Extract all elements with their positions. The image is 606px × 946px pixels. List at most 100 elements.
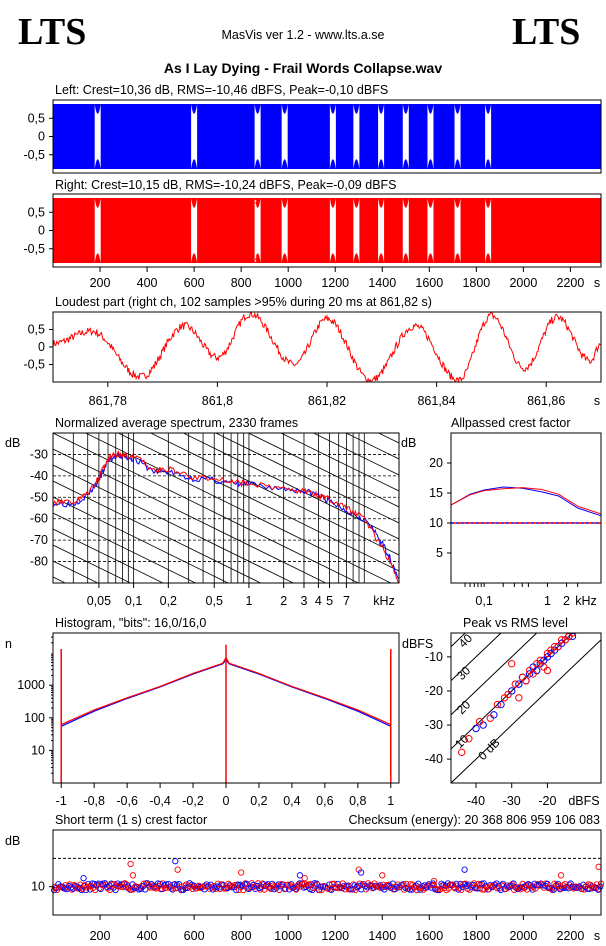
stcrest-point-blue	[597, 883, 604, 890]
right-waveform-gap-5	[353, 198, 360, 263]
hist-xlabel-7: 0,4	[283, 794, 300, 808]
peakrms-diag-label-4: 0 dB	[475, 736, 502, 763]
spectrum-slope-17	[53, 512, 197, 583]
stcrest-point-blue	[262, 882, 269, 890]
right-waveform-frame	[52, 193, 602, 268]
stcrest-point-red	[295, 881, 302, 888]
spectrum-ylabel-5: -80	[30, 555, 48, 569]
stcrest-frame	[52, 829, 602, 916]
peakrms-diag-label-3: 10	[452, 731, 472, 751]
stcrest-point-red	[472, 884, 480, 891]
hist-xlabel-5: 0	[223, 794, 230, 808]
loudest-frame	[52, 311, 602, 383]
hist-xlabel-9: 0,8	[349, 794, 366, 808]
peakrms-point-0-20	[472, 724, 480, 733]
peakrms-xlabel-2: -20	[538, 794, 556, 808]
stcrest-point-blue	[550, 886, 557, 893]
stcrest-outlier-9	[357, 869, 365, 876]
stcrest-points	[51, 858, 605, 894]
allpassed-crest-title: Allpassed crest factor	[451, 416, 571, 430]
stcrest-xlabel-0: 200	[90, 929, 111, 943]
spectrum-slope-15	[53, 480, 262, 583]
logo-right: LTS	[512, 11, 580, 53]
stcrest-point-red	[350, 881, 357, 888]
spectrum-slope-6	[247, 433, 399, 508]
right-waveform-gap-10	[485, 198, 492, 263]
left-waveform-gap-8	[427, 104, 434, 169]
stcrest-point-red	[66, 881, 73, 888]
crest-ylabel-0: 20	[429, 456, 443, 470]
peakrms-diag-4	[451, 639, 601, 783]
spectrum-xlabel-unit: kHz	[373, 594, 395, 608]
peakrms-ylabel-1: -20	[425, 684, 443, 698]
spectrum-series-1	[53, 450, 399, 583]
stcrest-point-blue	[154, 880, 162, 887]
loudest-ylabel-1: 0	[38, 340, 45, 354]
right-waveform-gap-1	[191, 198, 198, 263]
stcrest-point-red	[248, 880, 255, 887]
stcrest-point-blue	[317, 883, 325, 890]
right-xlabel-5: 1200	[321, 276, 349, 290]
short-term-crest-title: Short term (1 s) crest factor	[55, 813, 207, 827]
stcrest-xlabel-7: 1600	[415, 929, 443, 943]
right-waveform-gap-2	[254, 198, 261, 263]
crest-frame	[450, 432, 602, 584]
peakrms-point-0-2	[515, 680, 523, 688]
stcrest-point-blue	[472, 884, 479, 892]
crest-ylabel: dB	[401, 436, 416, 450]
stcrest-outlier-2	[129, 872, 137, 879]
spectrum-slope-11	[84, 433, 392, 583]
spectrum-slope-9	[149, 433, 399, 556]
left-waveform-gap-9	[454, 104, 461, 169]
peakrms-point-1-20	[465, 734, 473, 743]
stcrest-point-blue	[567, 880, 574, 887]
stcrest-point-red	[115, 883, 122, 890]
left-waveform-gap-7	[402, 104, 409, 169]
peakrms-point-1-14	[568, 633, 577, 637]
hist-xlabel-4: -0,2	[182, 794, 204, 808]
right-xlabel-6: 1400	[368, 276, 396, 290]
stcrest-outlier-6	[296, 872, 304, 879]
right-waveform-gap-9	[454, 198, 461, 263]
spectrum-ylabel-1: -40	[30, 469, 48, 483]
peakrms-point-1-10	[554, 642, 562, 651]
right-xlabel-7: 1600	[415, 276, 443, 290]
spectrum-slope-19	[53, 544, 132, 583]
spectrum-xlabel-0: 0,05	[87, 594, 111, 608]
stcrest-point-red	[151, 884, 158, 892]
left-waveform-ylabel-2: -0,5	[23, 148, 45, 162]
checksum-text: Checksum (energy): 20 368 806 959 106 08…	[348, 813, 600, 827]
stcrest-xlabel-9: 2000	[509, 929, 537, 943]
peakrms-point-1-11	[558, 636, 566, 644]
right-xlabel-9: 2000	[509, 276, 537, 290]
spectrum-xlabel-4: 1	[245, 594, 252, 608]
crest-ylabel-2: 10	[429, 516, 443, 530]
peakrms-xlabel-0: -40	[467, 794, 485, 808]
loudest-ylabel-0: 0,5	[28, 323, 45, 337]
stcrest-point-red	[214, 880, 222, 887]
stcrest-outlier-3	[172, 858, 179, 865]
spectrum-series-0	[53, 453, 399, 580]
spectrum-slope-4	[312, 433, 399, 476]
peakrms-point-1-21	[458, 748, 466, 757]
stcrest-point-red	[504, 884, 512, 891]
stcrest-point-red	[574, 884, 581, 891]
stcrest-point-red	[492, 881, 499, 889]
stcrest-point-red	[187, 883, 194, 890]
peakrms-point-1-9	[550, 642, 559, 651]
peakrms-point-1-2	[511, 680, 519, 688]
crest-xlabel-1: 1	[544, 594, 551, 608]
spectrum-ylabel-2: -50	[30, 490, 48, 504]
peakrms-diag-label-2: 20	[454, 697, 474, 717]
right-waveform-ylabel-1: 0	[38, 224, 45, 238]
left-waveform-fill	[53, 104, 601, 169]
stcrest-point-blue	[381, 886, 388, 893]
left-waveform-title: Left: Crest=10,36 dB, RMS=-10,46 dBFS, P…	[55, 83, 388, 97]
right-xlabel-1: 400	[137, 276, 158, 290]
hist-xlabel-8: 0,6	[316, 794, 333, 808]
stcrest-outlier-4	[174, 866, 181, 873]
stcrest-point-blue	[552, 882, 559, 890]
right-xlabel-8: 1800	[462, 276, 490, 290]
